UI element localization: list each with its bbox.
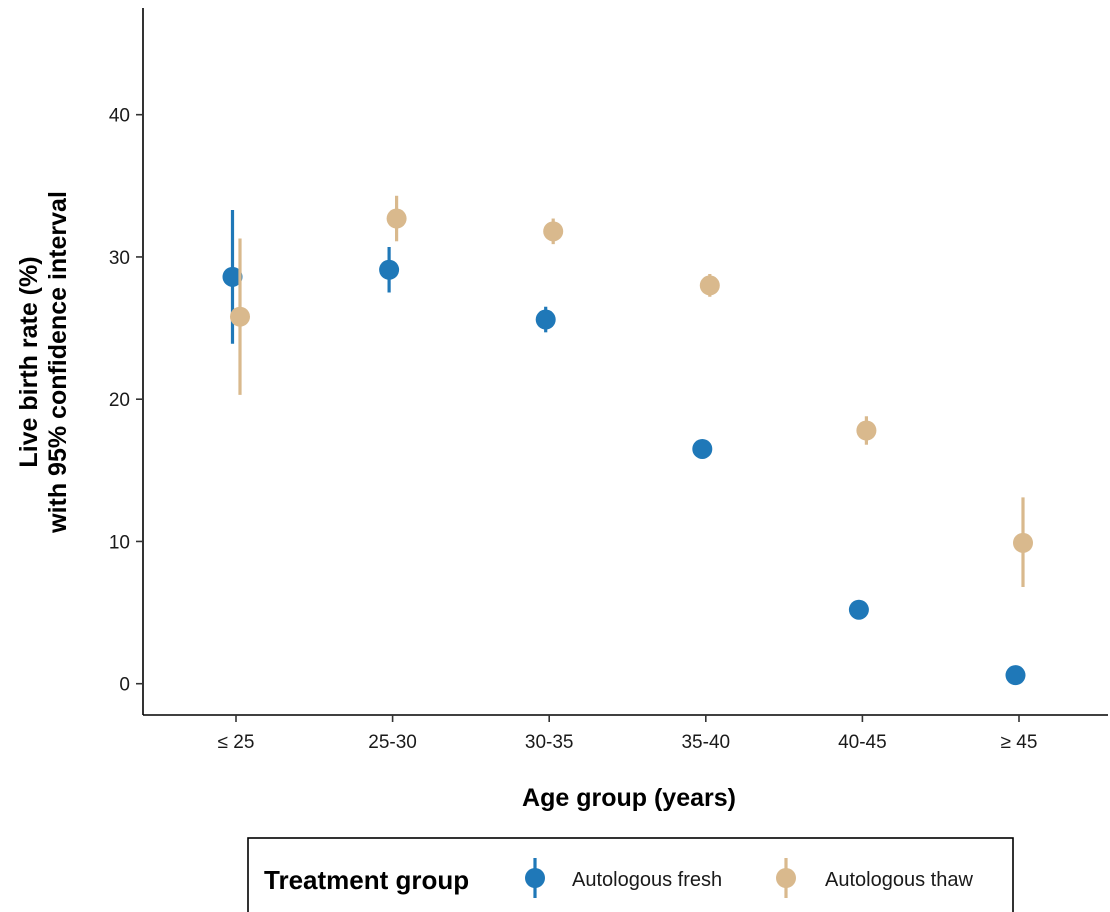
x-tick-label: 40-45 — [838, 732, 887, 753]
legend-key-point — [776, 868, 796, 888]
point-autologous-thaw — [856, 420, 877, 441]
y-tick-label: 30 — [109, 248, 130, 269]
point-autologous-thaw — [699, 275, 720, 296]
series-autologous-fresh — [222, 210, 1026, 686]
legend-key-autologous-fresh — [525, 858, 545, 898]
legend: Treatment group Autologous fresh Autolog… — [247, 837, 1014, 912]
series-autologous-thaw — [230, 195, 1033, 587]
point-autologous-thaw — [386, 208, 407, 229]
legend-box — [247, 837, 1014, 912]
legend-label-autologous-fresh: Autologous fresh — [572, 869, 722, 891]
y-tick-label: 20 — [109, 390, 130, 411]
y-ticks: 0 10 20 30 40 — [109, 106, 143, 696]
point-autologous-fresh — [535, 309, 556, 330]
axes — [142, 8, 1108, 716]
legend-label-autologous-thaw: Autologous thaw — [825, 869, 973, 891]
legend-title: Treatment group — [264, 865, 469, 895]
point-autologous-thaw — [543, 221, 564, 242]
x-ticks: ≤ 25 25-30 30-35 35-40 40-45 ≥ 45 — [218, 715, 1038, 753]
point-autologous-fresh — [1005, 665, 1026, 686]
point-autologous-fresh — [692, 438, 713, 459]
y-axis-title-line1: Live birth rate (%) — [15, 256, 43, 467]
x-tick-label: 30-35 — [525, 732, 574, 753]
series-layer — [222, 195, 1033, 686]
x-tick-label: 25-30 — [368, 732, 417, 753]
x-tick-label: ≥ 45 — [1001, 732, 1038, 753]
x-tick-label: ≤ 25 — [218, 732, 255, 753]
y-axis-title-line2: with 95% confidence interval — [44, 191, 72, 534]
y-tick-label: 10 — [109, 532, 130, 553]
legend-key-autologous-thaw — [776, 858, 796, 898]
x-tick-label: 35-40 — [681, 732, 730, 753]
y-tick-label: 0 — [119, 675, 130, 696]
point-autologous-fresh — [848, 599, 869, 620]
x-axis-title: Age group (years) — [522, 784, 736, 812]
point-autologous-fresh — [379, 259, 400, 280]
point-autologous-fresh — [222, 266, 243, 287]
legend-key-point — [525, 868, 545, 888]
y-tick-label: 40 — [109, 106, 130, 127]
point-autologous-thaw — [1013, 532, 1033, 553]
point-autologous-thaw — [230, 306, 250, 327]
